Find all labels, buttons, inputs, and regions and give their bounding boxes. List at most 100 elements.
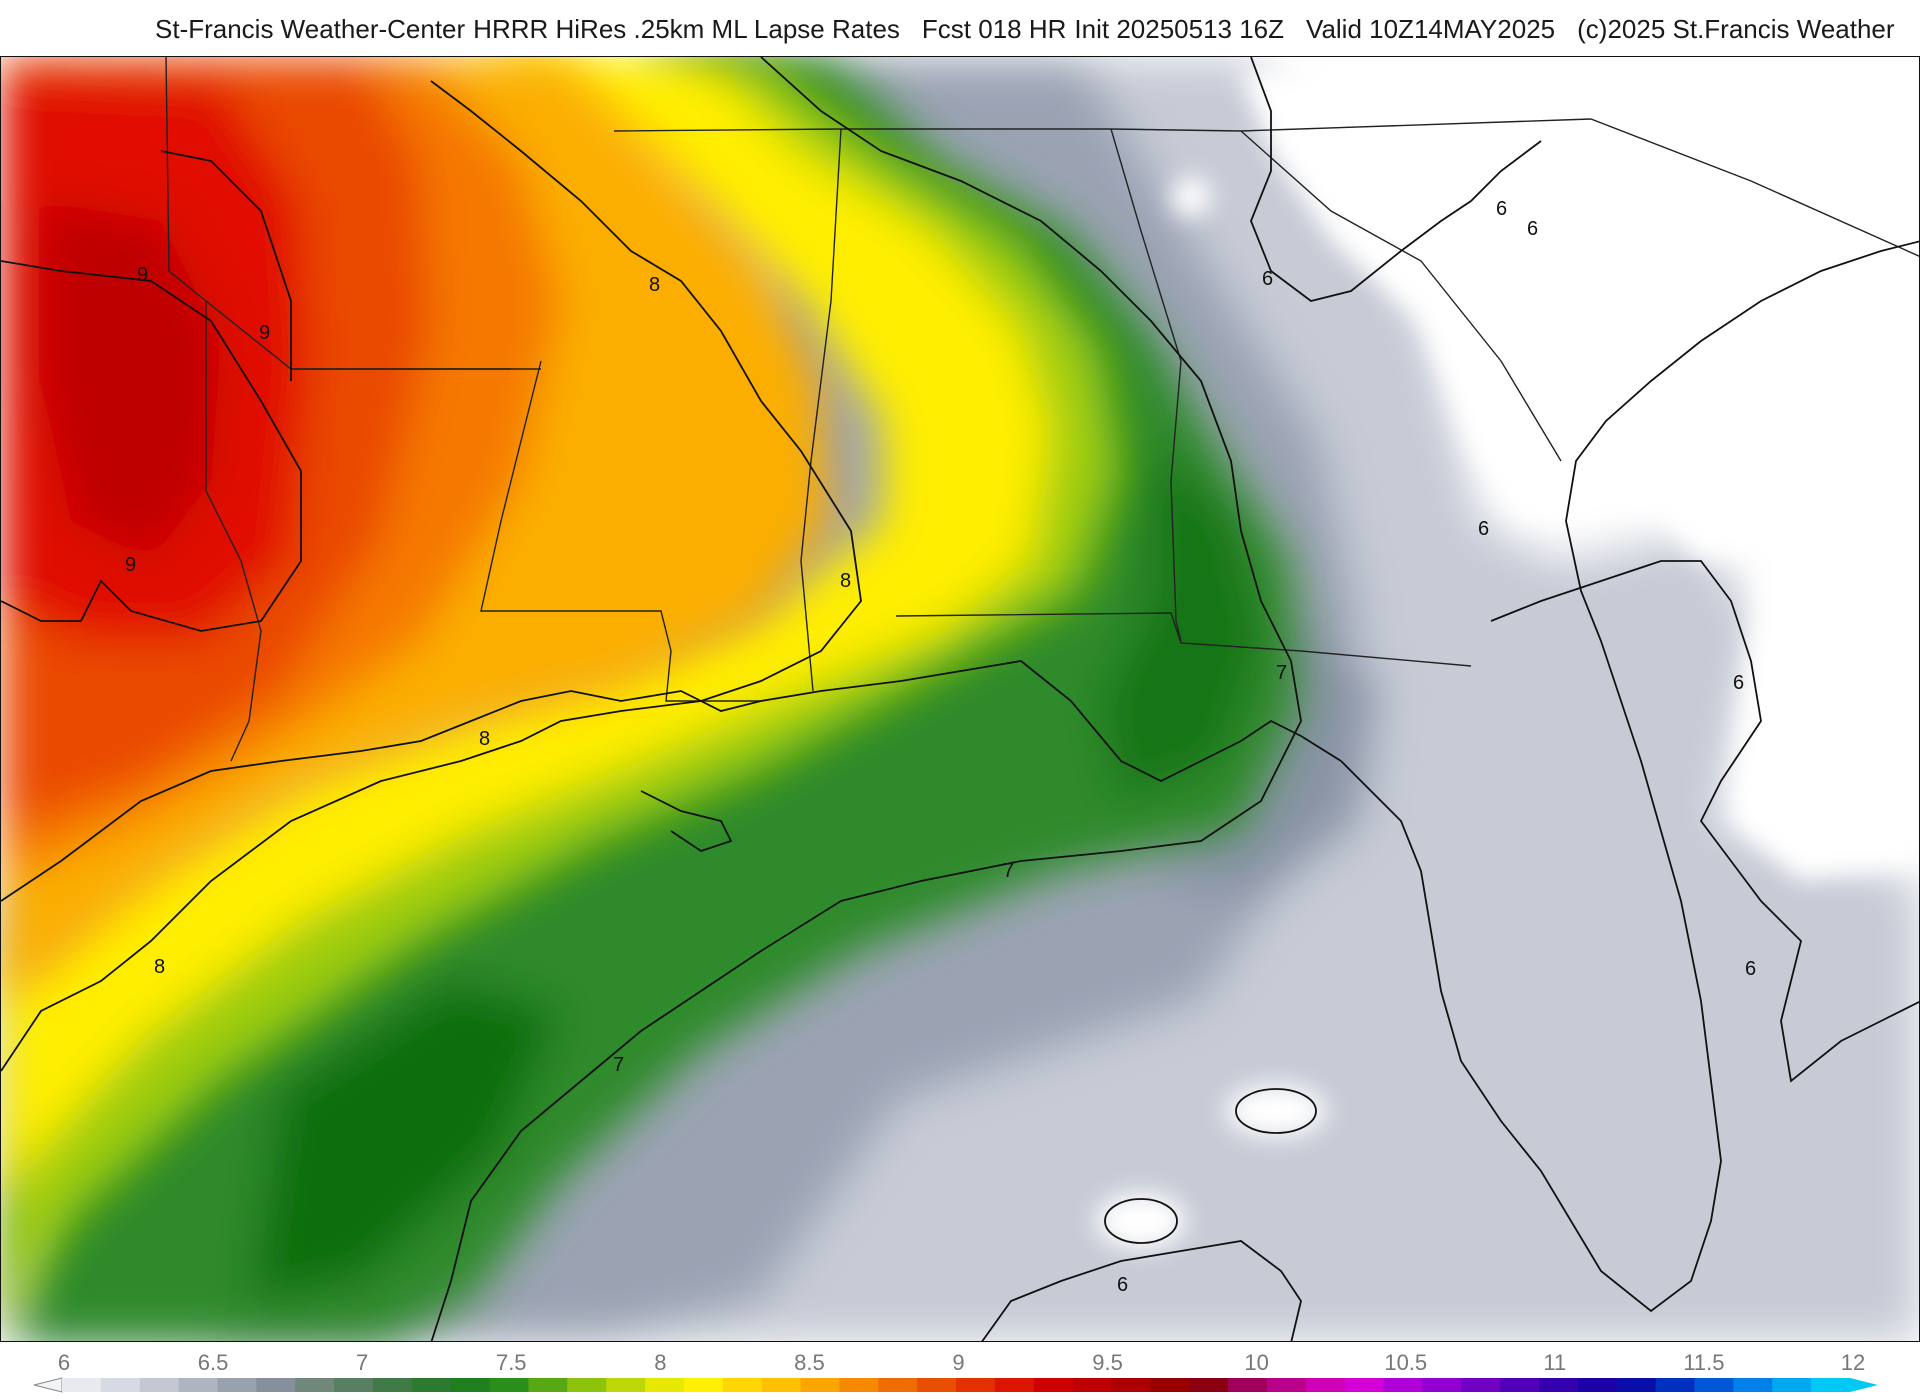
colorbar-tick-label: 9 (952, 1350, 964, 1375)
colorbar-cell (256, 1378, 296, 1392)
colorbar-tick-label: 8.5 (794, 1350, 825, 1375)
yellow-band-shape (1, 57, 1051, 1201)
colorbar-cell (1150, 1378, 1190, 1392)
white-patches (1096, 71, 1919, 1249)
contour-label-7c: 7 (613, 1054, 624, 1076)
lapse-rate-map: 9 9 9 8 8 8 8 7 7 7 6 6 6 6 6 6 6 (0, 56, 1920, 1342)
colorbar-tick-label: 6 (58, 1350, 70, 1375)
colorbar-svg: 6 6.5 7 7.5 8 8.5 9 9.5 10 10.5 11 11.5 12 (33, 1350, 1878, 1393)
colorbar-cell (372, 1378, 413, 1392)
colorbar-cell (800, 1378, 840, 1392)
green-band-shape (21, 57, 1301, 1341)
contour-9-inner (160, 150, 292, 381)
border-al-ga (1110, 128, 1182, 642)
colorbar-cell (489, 1378, 529, 1392)
colorbar-cell (606, 1378, 646, 1392)
state-boundaries (165, 57, 1919, 762)
contour-lines (1, 57, 1919, 1341)
colorbar-cells (33, 1377, 1878, 1393)
colorbar-tick-label: 10.5 (1384, 1350, 1427, 1375)
colorbar-cell (1072, 1378, 1112, 1392)
colorbar-cell (62, 1378, 102, 1392)
contour-label-7a: 7 (1276, 662, 1287, 684)
colorbar-cell (645, 1378, 685, 1392)
colorbar-cell (1111, 1378, 1151, 1392)
colorbar: 6 6.5 7 7.5 8 8.5 9 9.5 10 10.5 11 11.5 12 (0, 1342, 1920, 1400)
title-forecast: Fcst 018 HR (921, 14, 1067, 44)
contour-label-8c: 8 (479, 728, 490, 750)
map-svg: 9 9 9 8 8 8 8 7 7 7 6 6 6 6 6 6 6 (1, 57, 1919, 1341)
colorbar-cell (956, 1378, 996, 1392)
white-patch-east (1731, 561, 1919, 881)
contour-label-6c: 6 (1262, 268, 1273, 290)
colorbar-tick-label: 7 (356, 1350, 368, 1375)
green-band-gulf (251, 981, 561, 1301)
contour-label-7b: 7 (1003, 860, 1014, 882)
colorbar-cell (878, 1378, 918, 1392)
contour-6-loop-1 (1235, 1088, 1317, 1134)
colorbar-cell (567, 1378, 607, 1392)
title-copyright: (c)2025 St.Francis Weather (1577, 14, 1895, 44)
colorbar-tick-label: 11 (1543, 1350, 1566, 1375)
colorbar-tick-labels: 6 6.5 7 7.5 8 8.5 9 9.5 10 10.5 11 11.5 12 (58, 1350, 1865, 1375)
colorbar-cell (1733, 1378, 1773, 1392)
colorbar-cell (1500, 1378, 1540, 1392)
colorbar-cell (411, 1378, 452, 1392)
contour-label-8d: 8 (154, 956, 165, 978)
title-init: Init 20250513 16Z (1074, 14, 1285, 44)
contour-label-6g: 6 (1117, 1274, 1128, 1296)
colorbar-cell (722, 1378, 763, 1392)
louisiana-delta (640, 790, 733, 852)
colorbar-cell (1422, 1378, 1462, 1392)
colorbar-tick-label: 8 (654, 1350, 666, 1375)
colorbar-cell (1539, 1378, 1579, 1392)
colorbar-cell (1694, 1378, 1734, 1392)
colorbar-cell (1772, 1378, 1812, 1392)
colorbar-cell (217, 1378, 257, 1392)
contour-label-6d: 6 (1478, 518, 1489, 540)
colorbar-cell (450, 1378, 491, 1392)
border-ms-al (800, 128, 842, 692)
colorbar-tick-label: 11.5 (1683, 1350, 1724, 1375)
colorbar-cell (178, 1378, 218, 1392)
contour-label-6e: 6 (1733, 672, 1744, 694)
colorbar-cell (295, 1378, 335, 1392)
colorbar-cell (139, 1378, 180, 1392)
colorbar-cell (1033, 1378, 1074, 1392)
colorbar-cell (683, 1378, 724, 1392)
contour-label-9b: 9 (259, 322, 270, 344)
colorbar-cell (1189, 1378, 1229, 1392)
colorbar-cell (994, 1378, 1035, 1392)
colorbar-cell (100, 1378, 141, 1392)
contour-label-9a: 9 (137, 264, 148, 286)
contour-label-8a: 8 (649, 274, 660, 296)
colorbar-cell (334, 1378, 374, 1392)
coastline (1, 240, 1919, 1313)
green-band-dark (1101, 441, 1261, 801)
gulf-coastline (1, 240, 1919, 1313)
white-patch-gulf1 (1226, 1085, 1326, 1137)
contour-8 (1, 80, 862, 1072)
colorbar-tick-label: 7.5 (496, 1350, 527, 1375)
contour-label-8b: 8 (840, 570, 851, 592)
title-bar: St-Francis Weather-Center HRRR HiRes .25k… (0, 0, 1920, 56)
contour-7 (430, 57, 1302, 1341)
colorbar-max-extension (1850, 1378, 1878, 1392)
colorbar-tick-label: 10 (1244, 1350, 1268, 1375)
colorbar-cell (1305, 1378, 1346, 1392)
colorbar-tick-label: 12 (1841, 1350, 1865, 1375)
title-source: St-Francis Weather-Center (155, 14, 466, 44)
white-patch-gulf2 (1096, 1193, 1186, 1249)
border-ga-sc (1240, 130, 1562, 462)
contour-label-6b: 6 (1527, 218, 1538, 240)
colorbar-cell (917, 1378, 957, 1392)
contour-label-6f: 6 (1745, 958, 1756, 980)
colorbar-cell (1461, 1378, 1501, 1392)
contour-label-6a: 6 (1496, 198, 1507, 220)
contour-9-outer (1, 260, 302, 632)
dark-red-core (41, 201, 221, 561)
colorbar-tick-label: 6.5 (198, 1350, 229, 1375)
white-patch-ga (1171, 177, 1211, 217)
colorbar-cell (1383, 1378, 1423, 1392)
colorbar-min-extension (33, 1377, 63, 1393)
